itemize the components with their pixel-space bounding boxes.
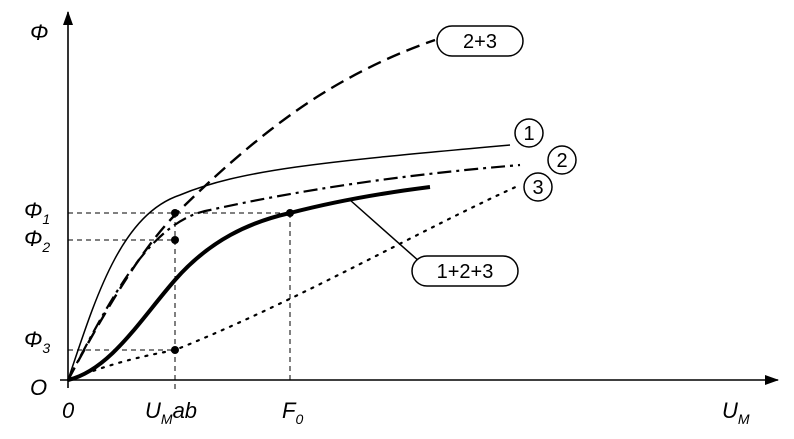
x-label-sub: M [738,411,750,427]
x-mark-main: U [145,398,161,423]
y-mark-sub: 3 [42,340,50,356]
label-frames [349,25,577,287]
curve-3 [66,183,522,382]
curve-label: 3 [532,177,543,199]
origin-corner: O [30,375,47,400]
y-label: Φ [30,20,48,45]
y-mark: Φ3 [24,327,50,356]
x-mark-sub: M [161,411,173,427]
y-mark-main: Φ [24,198,42,223]
x-mark: UMab [145,398,197,427]
y-mark-sub: 2 [41,239,50,255]
curve-label: 1+2+3 [437,261,494,283]
y-mark-main: Φ [24,226,42,251]
x-label-main: U [722,398,738,423]
curve-2-3 [66,38,436,381]
curve-label: 2+3 [463,31,497,53]
curve-label: 1 [523,123,534,145]
origin-tick: 0 [62,398,75,423]
x-mark-sub: 0 [295,411,303,427]
y-mark-sub: 1 [42,211,50,227]
curve-1 [67,144,511,381]
x-mark-main: F [282,398,297,423]
x-label: UM [722,398,750,427]
x-mark: F0 [282,398,303,427]
y-mark: Φ2 [24,226,50,255]
y-mark: Φ1 [24,198,50,227]
points [171,209,294,354]
curve-1-2-3 [67,185,431,382]
x-mark-suffix: ab [173,398,197,423]
curve-label: 2 [556,150,567,172]
y-mark-main: Φ [24,327,42,352]
